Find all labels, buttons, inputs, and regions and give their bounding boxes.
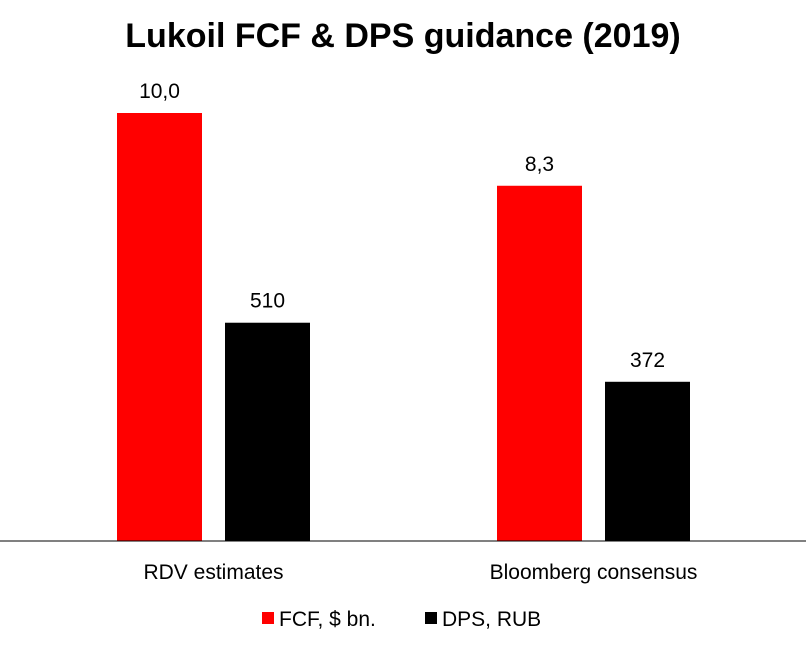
fcf-bar-2 <box>497 185 582 541</box>
legend-item-dps: DPS, RUB <box>425 608 541 631</box>
fcf-value-label-1: 10,0 <box>139 80 180 103</box>
legend-item-fcf: FCF, $ bn. <box>262 608 376 631</box>
value-labels-layer: 10,0 510 8,3 372 <box>139 80 665 372</box>
category-labels-layer: RDV estimates Bloomberg consensus <box>143 561 697 584</box>
legend-swatch-fcf <box>262 612 274 624</box>
legend-swatch-dps <box>425 612 437 624</box>
category-label-2: Bloomberg consensus <box>490 561 698 584</box>
fcf-value-label-2: 8,3 <box>525 153 554 176</box>
chart-title: Lukoil FCF & DPS guidance (2019) <box>125 17 681 55</box>
dps-value-label-1: 510 <box>250 290 285 313</box>
dps-bar-2 <box>605 381 690 541</box>
dps-value-label-2: 372 <box>630 349 665 372</box>
legend-label-fcf: FCF, $ bn. <box>279 608 376 631</box>
fcf-bar-1 <box>117 113 202 541</box>
category-label-1: RDV estimates <box>143 561 283 584</box>
legend: FCF, $ bn. DPS, RUB <box>262 608 541 631</box>
dps-bar-1 <box>225 322 310 541</box>
bars-layer <box>117 113 690 541</box>
legend-label-dps: DPS, RUB <box>442 608 541 631</box>
